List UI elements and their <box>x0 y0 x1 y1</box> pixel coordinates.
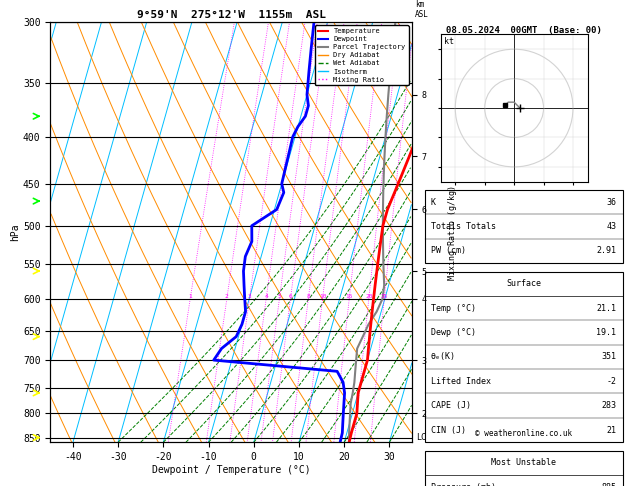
Text: 25: 25 <box>381 294 388 298</box>
Text: -2: -2 <box>606 377 616 386</box>
Text: Pressure (mb): Pressure (mb) <box>431 483 496 486</box>
Text: km
ASL: km ASL <box>415 0 429 19</box>
Bar <box>425 451 623 486</box>
X-axis label: Dewpoint / Temperature (°C): Dewpoint / Temperature (°C) <box>152 465 311 475</box>
Text: Dewp (°C): Dewp (°C) <box>431 328 476 337</box>
Text: 15: 15 <box>345 294 353 298</box>
Text: © weatheronline.co.uk: © weatheronline.co.uk <box>475 429 572 438</box>
Text: 08.05.2024  00GMT  (Base: 00): 08.05.2024 00GMT (Base: 00) <box>446 26 601 35</box>
Text: 10: 10 <box>319 294 326 298</box>
Text: 36: 36 <box>606 198 616 207</box>
Text: 1: 1 <box>188 294 192 298</box>
Text: 283: 283 <box>601 401 616 410</box>
Text: LCL: LCL <box>416 433 431 442</box>
Bar <box>425 190 623 263</box>
Text: 21.1: 21.1 <box>596 304 616 312</box>
Text: 2: 2 <box>225 294 229 298</box>
Text: 885: 885 <box>601 483 616 486</box>
Text: K: K <box>431 198 436 207</box>
Text: 351: 351 <box>601 352 616 362</box>
Text: θₑ(K): θₑ(K) <box>431 352 456 362</box>
Text: Totals Totals: Totals Totals <box>431 222 496 231</box>
Legend: Temperature, Dewpoint, Parcel Trajectory, Dry Adiabat, Wet Adiabat, Isotherm, Mi: Temperature, Dewpoint, Parcel Trajectory… <box>314 25 408 86</box>
Text: 19.1: 19.1 <box>596 328 616 337</box>
Text: 2.91: 2.91 <box>596 246 616 256</box>
Text: Temp (°C): Temp (°C) <box>431 304 476 312</box>
Text: 3: 3 <box>248 294 252 298</box>
Text: CAPE (J): CAPE (J) <box>431 401 471 410</box>
Text: 6: 6 <box>289 294 292 298</box>
Y-axis label: Mixing Ratio (g/kg): Mixing Ratio (g/kg) <box>448 185 457 279</box>
Text: Surface: Surface <box>506 279 541 288</box>
Text: PW (cm): PW (cm) <box>431 246 466 256</box>
Bar <box>425 272 623 442</box>
Text: kt: kt <box>443 37 454 47</box>
Text: 20: 20 <box>365 294 372 298</box>
Text: Most Unstable: Most Unstable <box>491 458 556 468</box>
Text: 43: 43 <box>606 222 616 231</box>
Title: 9°59'N  275°12'W  1155m  ASL: 9°59'N 275°12'W 1155m ASL <box>136 10 326 20</box>
Y-axis label: hPa: hPa <box>10 223 20 241</box>
Text: 4: 4 <box>264 294 268 298</box>
Text: CIN (J): CIN (J) <box>431 426 466 434</box>
Text: Lifted Index: Lifted Index <box>431 377 491 386</box>
Text: 8: 8 <box>306 294 310 298</box>
Text: 21: 21 <box>606 426 616 434</box>
Text: 5: 5 <box>277 294 281 298</box>
